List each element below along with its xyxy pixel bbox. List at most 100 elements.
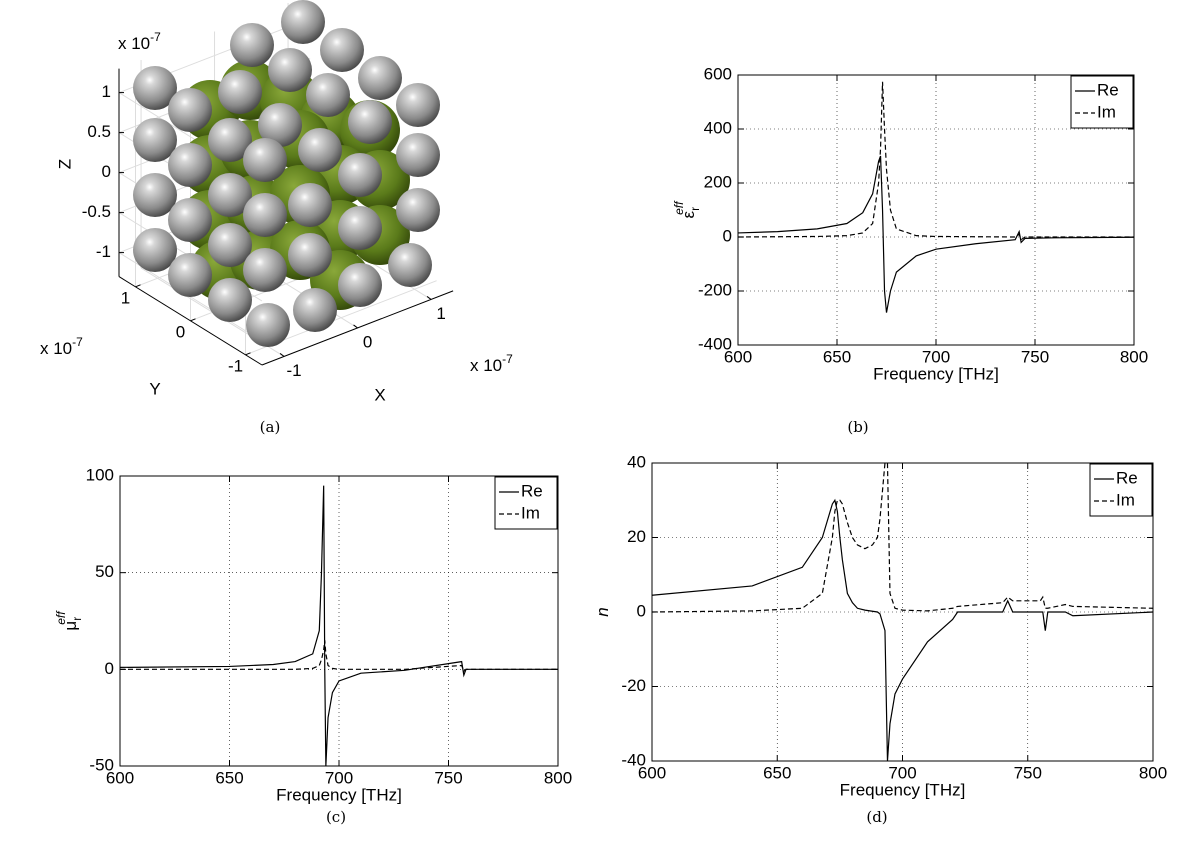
- tick-mark: [135, 284, 141, 288]
- y-tick-label: -200: [698, 280, 732, 299]
- x-label: Frequency [THz]: [873, 364, 999, 383]
- x-tick-label: 700: [888, 763, 916, 782]
- gray-sphere: [268, 48, 312, 92]
- y-label-sub: r: [70, 617, 84, 621]
- gray-sphere: [168, 88, 212, 132]
- x-tick-label: 600: [106, 768, 134, 787]
- axes-box: [651, 462, 1154, 762]
- axis-exponent: x 10-7: [40, 335, 83, 358]
- x-tick-label: 600: [638, 763, 666, 782]
- y-tick-label: 600: [704, 64, 732, 83]
- legend-label: Re: [521, 481, 543, 500]
- tick-mark: [190, 318, 196, 322]
- y-tick-label: 100: [86, 465, 114, 484]
- data-line: [738, 81, 1134, 241]
- x-tick-label: 600: [724, 347, 752, 366]
- x-tick-label: 800: [1139, 763, 1167, 782]
- x-tick-label: 1: [436, 304, 445, 323]
- axis-exponent-sup: -7: [150, 30, 161, 44]
- gray-sphere: [243, 248, 287, 292]
- axis-exponent-base: x 10: [40, 339, 72, 358]
- gray-sphere: [258, 103, 302, 147]
- data-line: [120, 640, 558, 673]
- gray-sphere: [246, 303, 290, 347]
- gray-sphere: [243, 193, 287, 237]
- axis-exponent-sup: -7: [502, 352, 513, 366]
- y-label-sup: eff: [54, 610, 68, 625]
- data-line: [120, 485, 558, 766]
- gray-sphere: [133, 118, 177, 162]
- gray-sphere: [388, 243, 432, 287]
- y-label: εreff: [672, 200, 702, 219]
- gray-sphere: [348, 100, 392, 144]
- y-label-base: ε: [679, 210, 698, 218]
- y-tick-label: 50: [95, 562, 114, 581]
- gray-sphere: [133, 66, 177, 110]
- gray-sphere: [208, 118, 252, 162]
- y-tick-label: 0: [723, 226, 732, 245]
- legend-label: Im: [521, 503, 540, 522]
- axis-exponent-sup: -7: [72, 335, 83, 349]
- gray-sphere: [133, 173, 177, 217]
- y-tick-label: 200: [704, 172, 732, 191]
- tick-mark: [426, 296, 432, 300]
- y-tick-label: -1: [228, 356, 243, 375]
- gray-sphere: [133, 228, 177, 272]
- caption: (c): [326, 808, 346, 826]
- gray-sphere: [281, 0, 325, 44]
- tick-mark: [279, 353, 285, 357]
- x-tick-label: -1: [286, 361, 301, 380]
- axis-exponent: x 10-7: [118, 30, 161, 53]
- legend-box: [1070, 75, 1134, 129]
- gray-sphere: [338, 153, 382, 197]
- x-tick-label: 650: [823, 347, 851, 366]
- gray-sphere: [208, 173, 252, 217]
- x-label: X: [374, 385, 385, 404]
- gray-sphere: [306, 73, 350, 117]
- tick-mark: [245, 352, 251, 356]
- caption: (d): [866, 808, 887, 826]
- y-label-base: μ: [61, 621, 80, 631]
- y-tick-label: -40: [621, 750, 646, 769]
- y-tick-label: 0: [637, 601, 646, 620]
- z-tick-label: 1: [102, 82, 111, 101]
- y-label: μreff: [54, 610, 84, 631]
- y-tick-label: -20: [621, 676, 646, 695]
- gray-sphere: [396, 188, 440, 232]
- legend-box: [1089, 463, 1153, 517]
- gray-sphere: [168, 253, 212, 297]
- x-tick-label: 0: [363, 332, 372, 351]
- legend-label: Re: [1097, 80, 1119, 99]
- x-tick-label: 750: [1014, 763, 1042, 782]
- gray-sphere: [208, 223, 252, 267]
- gray-sphere: [168, 143, 212, 187]
- y-tick-label: 0: [105, 659, 114, 678]
- axis-exponent-base: x 10: [118, 34, 150, 53]
- x-tick-label: 750: [1021, 347, 1049, 366]
- y-label-sub: r: [688, 207, 702, 211]
- gray-sphere: [338, 206, 382, 250]
- x-tick-label: 650: [763, 763, 791, 782]
- x-label: Frequency [THz]: [276, 785, 402, 804]
- gray-sphere: [338, 263, 382, 307]
- z-label: Z: [55, 159, 74, 169]
- x-label: Frequency [THz]: [840, 780, 966, 799]
- gray-sphere: [320, 28, 364, 72]
- y-label-base: n: [593, 607, 612, 616]
- gray-sphere: [396, 133, 440, 177]
- legend-label: Im: [1116, 490, 1135, 509]
- y-tick-label: 1: [121, 288, 130, 307]
- axis-exponent: x 10-7: [470, 352, 513, 375]
- caption: (a): [260, 418, 281, 436]
- z-tick-label: 0.5: [87, 122, 111, 141]
- gray-sphere: [396, 83, 440, 127]
- z-tick-label: -0.5: [82, 202, 111, 221]
- gray-sphere: [230, 23, 274, 67]
- y-tick-label: -50: [89, 755, 114, 774]
- x-tick-label: 800: [1120, 347, 1148, 366]
- axes-box: [737, 74, 1135, 346]
- gray-sphere: [293, 288, 337, 332]
- z-tick-label: -1: [96, 242, 111, 261]
- gray-sphere: [168, 198, 212, 242]
